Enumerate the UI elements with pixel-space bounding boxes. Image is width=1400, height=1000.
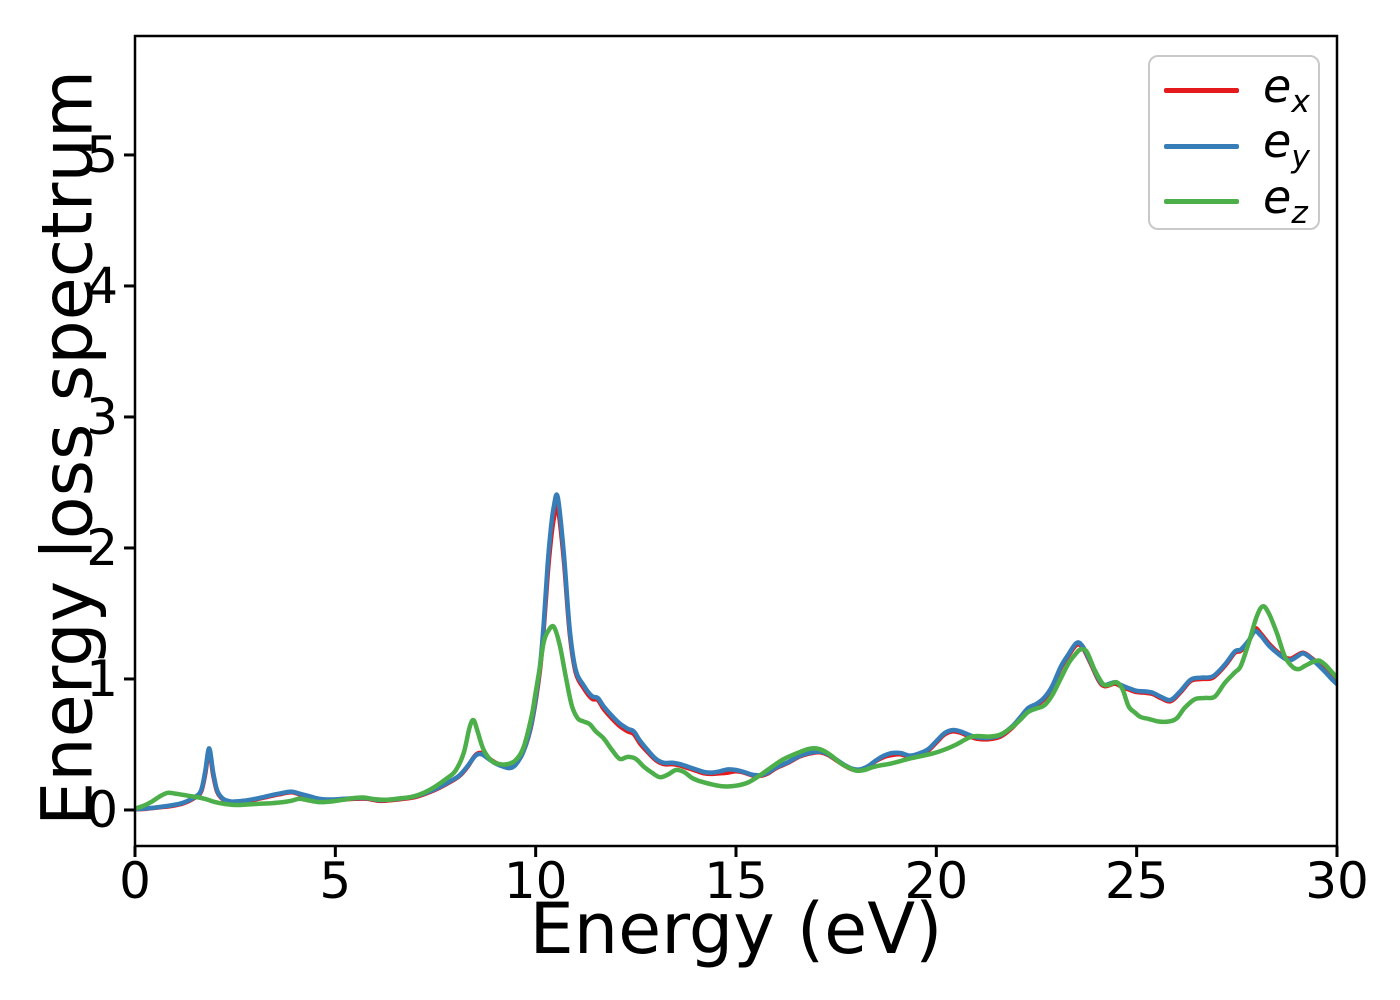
legend-line-sample-ez xyxy=(1164,199,1239,205)
series-line-e_x xyxy=(134,503,1338,812)
legend: ex ey ez xyxy=(1148,55,1320,230)
x-tick-label: 20 xyxy=(905,852,969,910)
legend-line-sample-ey xyxy=(1164,143,1239,149)
y-tick-label: 5 xyxy=(86,126,118,184)
y-axis-label: Energy loss spectrum xyxy=(26,69,109,827)
series-line-e_y xyxy=(134,492,1338,812)
legend-label-ey: ey xyxy=(1263,114,1310,176)
legend-entry-ez: ez xyxy=(1150,174,1318,229)
x-tick-label: 25 xyxy=(1105,852,1169,910)
legend-entry-ex: ex xyxy=(1150,63,1318,118)
x-tick-label: 30 xyxy=(1305,852,1369,910)
x-axis-label: Energy (eV) xyxy=(529,888,943,970)
series-line-e_z xyxy=(134,604,1338,811)
x-tick-label: 15 xyxy=(704,852,768,910)
legend-label-ex: ex xyxy=(1263,59,1310,121)
legend-line-sample-ex xyxy=(1164,88,1239,94)
legend-label-ez: ez xyxy=(1263,169,1308,232)
x-tick-label: 10 xyxy=(504,852,568,910)
x-tick-label: 0 xyxy=(119,852,151,910)
plot-border xyxy=(133,34,1339,848)
x-tick-label: 5 xyxy=(319,852,351,910)
y-tick-label: 0 xyxy=(86,781,118,839)
legend-entry-ey: ey xyxy=(1150,118,1318,173)
y-tick-label: 2 xyxy=(86,519,118,577)
y-tick-label: 4 xyxy=(86,257,118,315)
y-tick-label: 3 xyxy=(86,388,118,446)
y-tick-label: 1 xyxy=(86,650,118,708)
